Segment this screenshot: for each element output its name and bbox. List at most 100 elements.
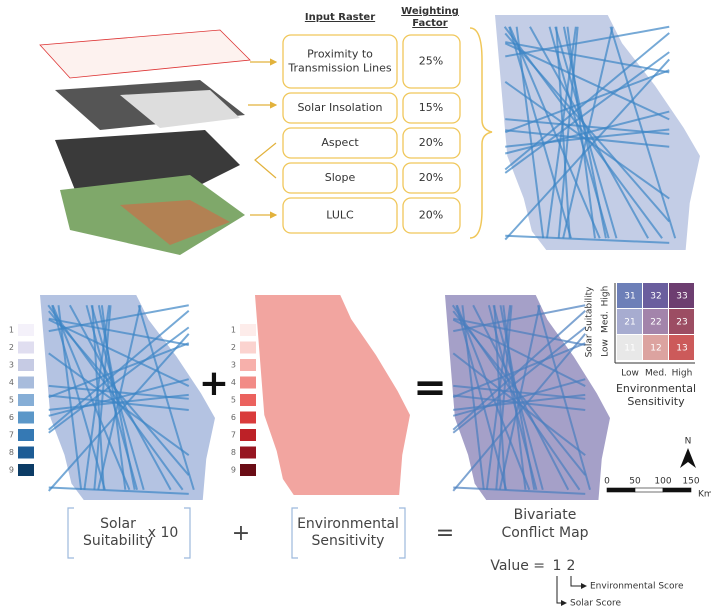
scale-label: 0 xyxy=(604,477,610,487)
map-shape xyxy=(255,295,410,495)
weight-label: 25% xyxy=(419,55,443,68)
formula-term: Value = xyxy=(490,558,545,574)
legend-swatch xyxy=(18,464,34,476)
tick-label: Low xyxy=(621,369,639,379)
bracket xyxy=(470,28,492,238)
legend-label: 1 xyxy=(9,326,14,335)
weight-label: 20% xyxy=(419,171,443,184)
legend-label: 2 xyxy=(231,343,236,352)
raster-layer xyxy=(40,30,250,78)
cell-label: 32 xyxy=(650,292,661,302)
cell-label: 33 xyxy=(676,292,687,302)
tick-label: Med. xyxy=(645,369,667,379)
arrow xyxy=(255,143,276,178)
tick-label: High xyxy=(672,369,693,379)
input-label: Solar Insolation xyxy=(297,101,382,114)
value-digit: 1 xyxy=(553,558,562,574)
column-header: Weighting xyxy=(401,6,459,17)
bracket xyxy=(399,508,405,558)
legend-label: 2 xyxy=(9,343,14,352)
legend-label: 3 xyxy=(9,361,14,370)
score-label: Environmental Score xyxy=(590,582,684,592)
legend-swatch xyxy=(18,324,34,336)
tick-label: High xyxy=(601,286,611,307)
column-header: Factor xyxy=(412,18,448,29)
scale-segment xyxy=(607,488,635,492)
formula-term: Bivariate xyxy=(514,507,577,523)
scale-unit: Km xyxy=(698,490,711,500)
operator: = xyxy=(413,365,447,411)
state-map xyxy=(255,295,410,495)
north-label: N xyxy=(685,437,692,447)
legend-label: 5 xyxy=(231,396,236,405)
legend-label: 3 xyxy=(231,361,236,370)
score-label: Solar Score xyxy=(570,599,621,609)
legend-swatch xyxy=(240,412,256,424)
cell-label: 22 xyxy=(650,318,661,328)
tick-label: Low xyxy=(601,339,611,357)
cell-label: 13 xyxy=(676,344,687,354)
weight-label: 20% xyxy=(419,209,443,222)
legend-label: 1 xyxy=(231,326,236,335)
north-arrow xyxy=(680,448,696,468)
legend-swatch xyxy=(18,359,34,371)
legend-label: 4 xyxy=(9,378,14,387)
legend-swatch xyxy=(240,359,256,371)
state-map xyxy=(40,295,215,500)
cell-label: 31 xyxy=(624,292,635,302)
tick-label: Med. xyxy=(601,311,611,333)
legend-label: 9 xyxy=(231,466,236,475)
legend-swatch xyxy=(240,377,256,389)
legend-label: 6 xyxy=(9,413,14,422)
axis-title: Environmental xyxy=(616,382,696,395)
axis-title: Sensitivity xyxy=(627,395,685,408)
formula-term: Sensitivity xyxy=(312,533,385,549)
scale-label: 50 xyxy=(629,477,641,487)
raster-stack xyxy=(40,30,250,255)
legend-swatch xyxy=(240,394,256,406)
legend-swatch xyxy=(240,464,256,476)
value-digit: 2 xyxy=(567,558,576,574)
scale-label: 150 xyxy=(682,477,699,487)
pointer xyxy=(557,576,566,603)
state-map xyxy=(495,15,700,250)
legend-label: 8 xyxy=(231,448,236,457)
legend-label: 5 xyxy=(9,396,14,405)
input-label: Transmission Lines xyxy=(287,62,391,75)
legend-swatch xyxy=(240,324,256,336)
bracket xyxy=(184,508,190,558)
scale-segment xyxy=(635,488,663,492)
cell-label: 21 xyxy=(624,318,635,328)
formula-term: Environmental xyxy=(297,516,399,532)
cell-label: 23 xyxy=(676,318,687,328)
legend-label: 8 xyxy=(9,448,14,457)
formula-term: Conflict Map xyxy=(501,525,588,541)
input-label: Proximity to xyxy=(307,48,373,61)
cell-label: 11 xyxy=(624,344,635,354)
formula-term: Solar xyxy=(100,516,136,532)
legend-label: 7 xyxy=(9,431,14,440)
legend-label: 9 xyxy=(9,466,14,475)
formula-term: x 10 xyxy=(148,525,179,541)
legend-swatch xyxy=(18,447,34,459)
legend-swatch xyxy=(18,429,34,441)
operator: + xyxy=(199,363,229,404)
legend-swatch xyxy=(18,342,34,354)
legend-label: 6 xyxy=(231,413,236,422)
legend-label: 7 xyxy=(231,431,236,440)
legend-swatch xyxy=(240,342,256,354)
cell-label: 12 xyxy=(650,344,661,354)
scale-label: 100 xyxy=(654,477,671,487)
axis-title: Solar Suitability xyxy=(585,286,595,358)
legend-swatch xyxy=(240,447,256,459)
bracket xyxy=(68,508,74,558)
operator: = xyxy=(436,521,454,546)
legend-swatch xyxy=(18,394,34,406)
legend-swatch xyxy=(18,412,34,424)
scale-segment xyxy=(663,488,691,492)
operator: + xyxy=(232,521,250,546)
legend-swatch xyxy=(18,377,34,389)
column-header: Input Raster xyxy=(305,12,375,23)
formula-term: Suitability xyxy=(83,533,153,549)
input-label: LULC xyxy=(326,209,354,222)
